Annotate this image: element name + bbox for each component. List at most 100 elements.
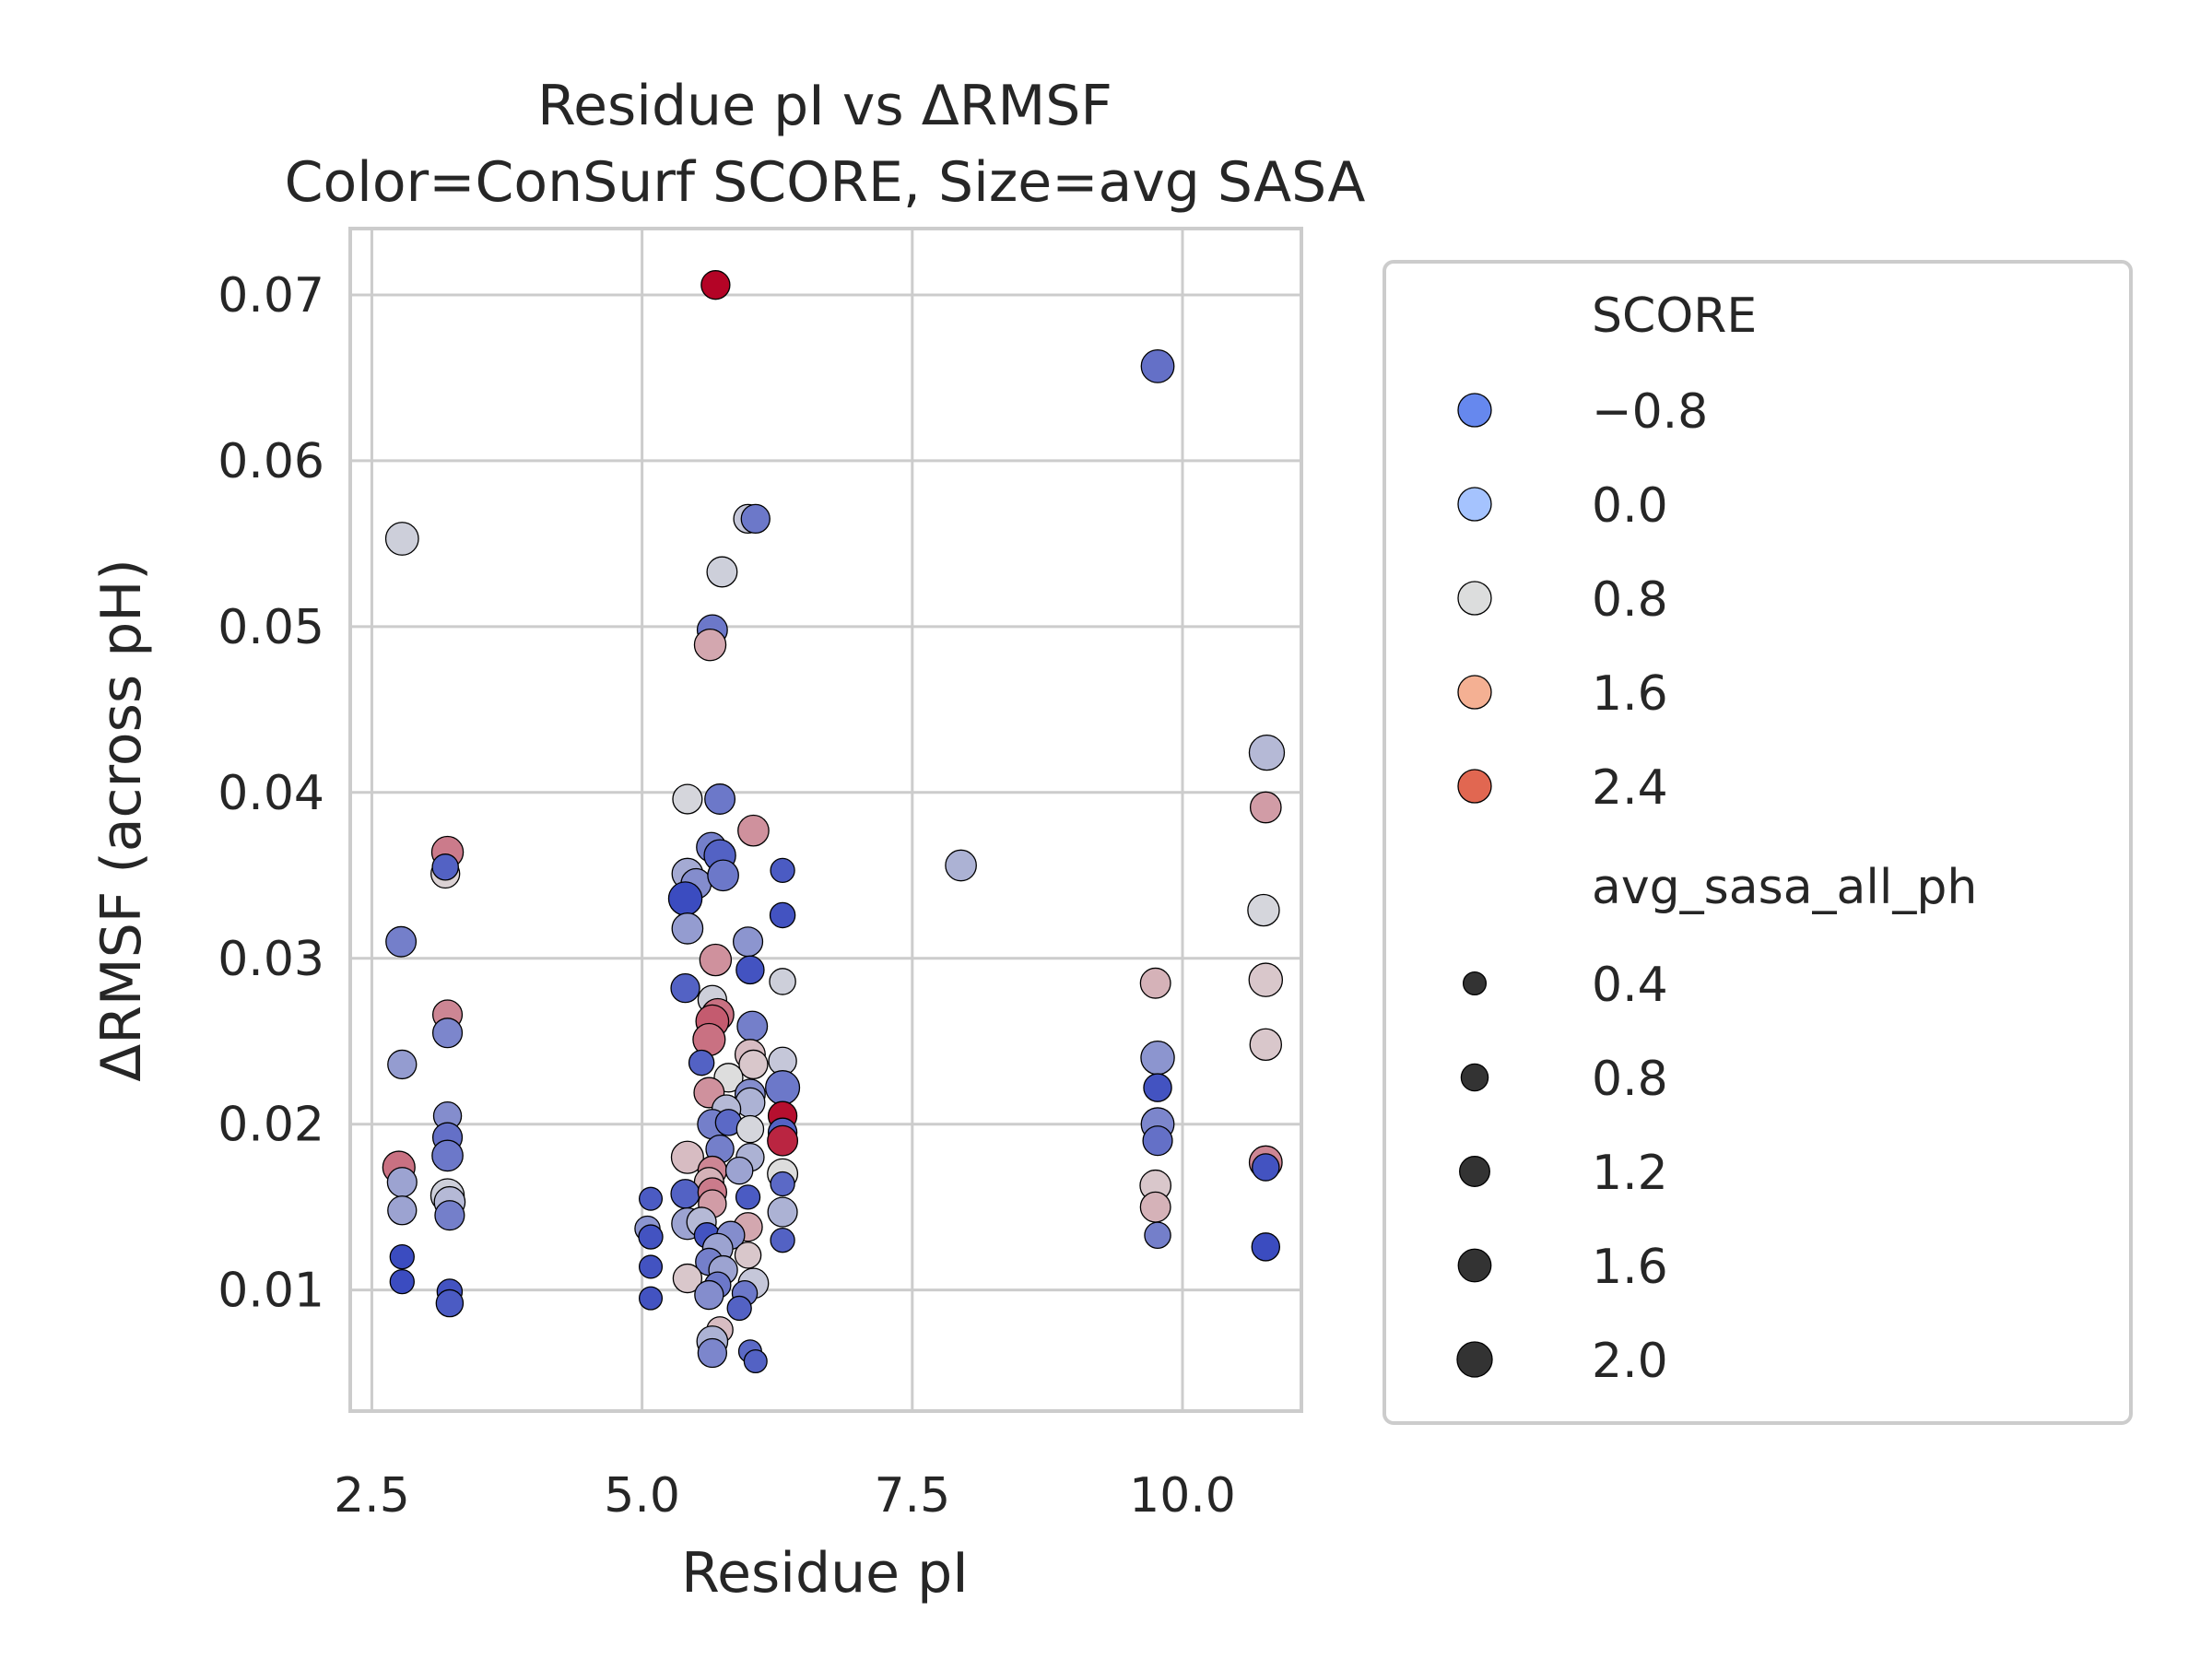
- data-point: [638, 1286, 664, 1311]
- y-tick-label: 0.01: [218, 1264, 324, 1319]
- data-point: [724, 1156, 754, 1185]
- data-point: [387, 1049, 418, 1080]
- y-tick-label: 0.04: [218, 766, 324, 821]
- legend-hue-label: 2.4: [1592, 760, 1668, 816]
- data-point: [1248, 734, 1286, 771]
- legend-hue-marker: [1457, 393, 1492, 428]
- legend-hue-label: 1.6: [1592, 666, 1668, 722]
- data-point: [1251, 1232, 1281, 1262]
- data-point: [769, 968, 796, 995]
- data-point: [638, 1254, 664, 1279]
- data-point: [670, 1140, 704, 1174]
- data-point: [672, 1263, 703, 1294]
- data-point: [707, 859, 739, 892]
- y-tick-label: 0.06: [218, 434, 324, 489]
- data-point: [1249, 1028, 1283, 1062]
- y-tick-label: 0.02: [218, 1098, 324, 1153]
- x-tick-label: 7.5: [874, 1468, 950, 1524]
- y-tick-label: 0.05: [218, 600, 324, 655]
- y-tick-label: 0.03: [218, 932, 324, 987]
- data-point: [765, 1070, 801, 1106]
- data-point: [693, 628, 727, 662]
- data-point: [431, 853, 459, 881]
- y-axis-label: ΔRMSF (across pH): [89, 559, 154, 1082]
- data-point: [734, 1241, 762, 1269]
- data-point: [1140, 1040, 1175, 1076]
- legend-size-marker: [1460, 1063, 1489, 1092]
- data-point: [638, 1224, 664, 1250]
- legend-hue-label: −0.8: [1592, 384, 1708, 440]
- data-point: [1144, 1221, 1171, 1250]
- data-point: [770, 1227, 795, 1253]
- data-point: [1247, 893, 1280, 927]
- data-point: [738, 1049, 769, 1080]
- legend-size-marker: [1457, 1248, 1492, 1283]
- data-point: [434, 1200, 465, 1231]
- data-point: [671, 912, 704, 945]
- data-point: [697, 1337, 728, 1369]
- data-points: [382, 270, 1286, 1374]
- data-point: [726, 1295, 752, 1322]
- data-point: [385, 925, 418, 958]
- data-point: [435, 1288, 465, 1318]
- legend-hue-marker: [1457, 487, 1492, 522]
- chart-title: Residue pI vs ΔRMSF: [537, 74, 1112, 138]
- legend-hue-marker: [1457, 675, 1492, 710]
- data-point: [1248, 962, 1284, 997]
- data-point: [1252, 1153, 1280, 1182]
- data-point: [735, 1184, 761, 1210]
- legend-size-label: 1.6: [1592, 1240, 1668, 1295]
- legend-hue-label: 0.8: [1592, 572, 1668, 628]
- data-point: [387, 1195, 418, 1226]
- data-point: [670, 972, 700, 1004]
- legend-hue-title: SCORE: [1592, 288, 1757, 344]
- data-point: [694, 1279, 724, 1311]
- data-point: [767, 1124, 799, 1157]
- data-point: [770, 857, 795, 884]
- data-point: [431, 1018, 464, 1049]
- legend-hue-marker: [1457, 769, 1492, 804]
- data-point: [667, 881, 703, 916]
- grid-lines: [350, 229, 1301, 1411]
- data-point: [384, 522, 419, 556]
- data-point: [732, 926, 764, 958]
- legend-hue-marker: [1457, 581, 1492, 616]
- x-tick-label: 10.0: [1129, 1468, 1236, 1524]
- x-axis-label: Residue pI: [681, 1541, 969, 1606]
- data-point: [672, 783, 703, 815]
- legend-size-entries: 0.4 0.8 1.2 1.6 2.0: [1456, 958, 1668, 1389]
- data-point: [770, 1171, 795, 1197]
- data-point: [386, 1167, 418, 1198]
- data-point: [688, 1049, 715, 1077]
- legend-hue-label: 0.0: [1592, 478, 1668, 534]
- data-point: [1249, 791, 1282, 824]
- y-tick-label: 0.07: [218, 268, 324, 324]
- data-point: [638, 1186, 664, 1211]
- data-point: [1140, 348, 1175, 383]
- data-point: [767, 1196, 798, 1228]
- data-point: [740, 503, 771, 535]
- data-point: [1143, 1073, 1172, 1102]
- data-point: [706, 556, 738, 588]
- legend: SCORE −0.8 0.0 0.8 1.6 2.4 avg_sasa_all_ph 0…: [1382, 260, 2133, 1425]
- data-point: [737, 814, 770, 847]
- chart-subtitle: Color=ConSurf SCORE, Size=avg SASA: [285, 150, 1366, 215]
- data-point: [945, 849, 977, 882]
- plot-frame: [348, 227, 1303, 1413]
- x-tick-labels: 2.5 5.0 7.5 10.0: [334, 1468, 1236, 1524]
- legend-size-label: 0.4: [1592, 958, 1668, 1013]
- data-point: [735, 1114, 765, 1144]
- data-point: [736, 1010, 769, 1042]
- legend-frame: [1382, 260, 2133, 1425]
- legend-size-label: 1.2: [1592, 1146, 1668, 1201]
- data-point: [743, 1348, 768, 1374]
- data-point: [699, 943, 733, 977]
- data-point: [704, 783, 736, 815]
- legend-size-title: avg_sasa_all_ph: [1592, 860, 1977, 915]
- legend-size-label: 0.8: [1592, 1052, 1668, 1107]
- data-point: [700, 270, 731, 300]
- x-tick-label: 2.5: [334, 1468, 410, 1524]
- legend-hue-entries: −0.8 0.0 0.8 1.6 2.4: [1457, 384, 1708, 816]
- data-point: [431, 1139, 464, 1172]
